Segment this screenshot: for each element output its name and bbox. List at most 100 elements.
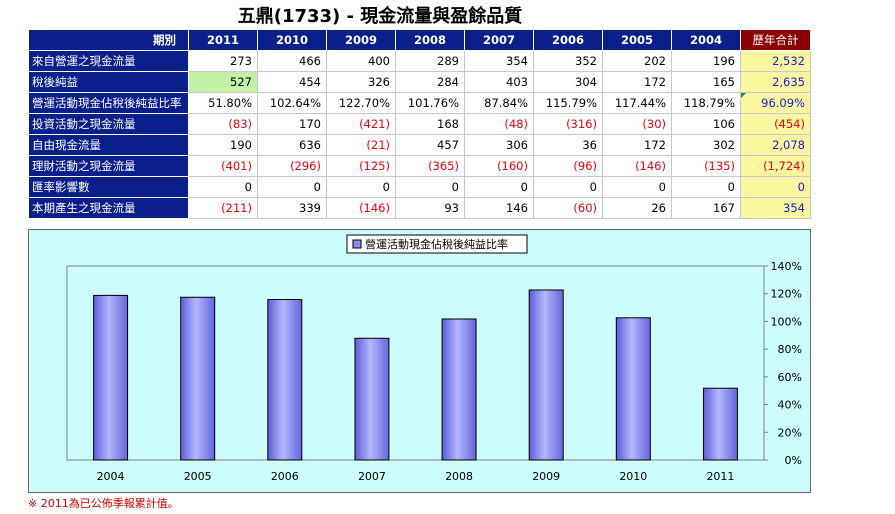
y-tick-label: 20% <box>778 426 802 439</box>
x-tick-label: 2007 <box>358 470 386 483</box>
table-cell: (125) <box>326 155 396 177</box>
table-row: 自由現金流量 190 636 (21) 457 306 36 172 302 2,078 <box>28 134 811 156</box>
table-cell: 106 <box>671 113 741 135</box>
x-tick-label: 2011 <box>706 470 734 483</box>
row-label: 匯率影響數 <box>28 176 189 198</box>
table-cell: 339 <box>257 197 327 219</box>
table-cell: 170 <box>257 113 327 135</box>
table-cell: 165 <box>671 71 741 93</box>
table-cell: (30) <box>602 113 672 135</box>
table-cell: 454 <box>257 71 327 93</box>
table-cell: 457 <box>395 134 465 156</box>
row-label: 理財活動之現金流量 <box>28 155 189 177</box>
row-label: 稅後純益 <box>28 71 189 93</box>
table-cell: 352 <box>533 50 603 72</box>
table-cell: 0 <box>326 176 396 198</box>
y-tick-label: 0% <box>785 454 802 467</box>
row-label: 自由現金流量 <box>28 134 189 156</box>
chart-panel: 0% 20% 40% 60% 80% 100% 120% 140% 2004 2005 2006 20… <box>28 229 811 493</box>
table-cell: 26 <box>602 197 672 219</box>
table-cell: 273 <box>188 50 258 72</box>
table-row: 本期產生之現金流量 (211) 339 (146) 93 146 (60) 26 167 354 <box>28 197 811 219</box>
bar <box>180 296 216 461</box>
table-cell: (296) <box>257 155 327 177</box>
cashflow-table: 期別 2011 2010 2009 2008 2007 2006 2005 20… <box>28 29 811 219</box>
table-cell: (316) <box>533 113 603 135</box>
table-row: 營運活動現金佔稅後純益比率 51.80% 102.64% 122.70% 101.76%… <box>28 92 811 114</box>
table-cell: 102.64% <box>257 92 327 114</box>
x-tick-label: 2009 <box>532 470 560 483</box>
legend-label: 營運活動現金佔稅後純益比率 <box>365 237 508 251</box>
table-cell: 354 <box>464 50 534 72</box>
total-cell: 354 <box>740 197 811 219</box>
table-cell: 0 <box>602 176 672 198</box>
x-tick-label: 2006 <box>271 470 299 483</box>
y-tick-label: 80% <box>778 343 802 356</box>
row-label: 投資活動之現金流量 <box>28 113 189 135</box>
y-tick-label: 40% <box>778 399 802 412</box>
table-cell: 284 <box>395 71 465 93</box>
total-cell: 2,078 <box>740 134 811 156</box>
row-label: 本期產生之現金流量 <box>28 197 189 219</box>
table-cell: 146 <box>464 197 534 219</box>
table-row: 投資活動之現金流量 (83) 170 (421) 168 (48) (316) (30) 106… <box>28 113 811 135</box>
table-cell: 403 <box>464 71 534 93</box>
y-tick-label: 60% <box>778 371 802 384</box>
year-header: 2008 <box>395 29 465 51</box>
table-cell: 93 <box>395 197 465 219</box>
table-cell: (83) <box>188 113 258 135</box>
table-cell: (146) <box>602 155 672 177</box>
table-cell: 466 <box>257 50 327 72</box>
table-cell: 167 <box>671 197 741 219</box>
table-cell: 400 <box>326 50 396 72</box>
table-cell: 115.79% <box>533 92 603 114</box>
table-cell: 36 <box>533 134 603 156</box>
year-header: 2011 <box>188 29 258 51</box>
year-header: 2009 <box>326 29 396 51</box>
year-header: 2007 <box>464 29 534 51</box>
table-cell: 0 <box>671 176 741 198</box>
table-cell: 0 <box>188 176 258 198</box>
table-cell: 636 <box>257 134 327 156</box>
table-cell: (401) <box>188 155 258 177</box>
table-cell: (60) <box>533 197 603 219</box>
table-row: 稅後純益 527 454 326 284 403 304 172 165 2,635 <box>28 71 811 93</box>
row-label: 營運活動現金佔稅後純益比率 <box>28 92 189 114</box>
table-cell: 172 <box>602 134 672 156</box>
period-header: 期別 <box>28 29 189 51</box>
table-header-row: 期別 2011 2010 2009 2008 2007 2006 2005 20… <box>28 29 811 51</box>
table-cell: 202 <box>602 50 672 72</box>
table-cell: 0 <box>395 176 465 198</box>
bar <box>354 337 390 461</box>
table-cell: 306 <box>464 134 534 156</box>
table-cell: (21) <box>326 134 396 156</box>
y-tick-label: 100% <box>771 315 802 328</box>
footnote: ※ 2011為已公佈季報累計值。 <box>28 497 179 510</box>
total-cell: 2,532 <box>740 50 811 72</box>
table-cell: 527 <box>188 71 258 93</box>
table-cell: (96) <box>533 155 603 177</box>
table-cell: 122.70% <box>326 92 396 114</box>
bar <box>615 317 651 461</box>
year-header: 2005 <box>602 29 672 51</box>
y-tick-label: 120% <box>771 288 802 301</box>
table-cell: 172 <box>602 71 672 93</box>
total-cell: (454) <box>740 113 811 135</box>
table-cell: 0 <box>257 176 327 198</box>
table-row: 匯率影響數 0 0 0 0 0 0 0 0 0 <box>28 176 811 198</box>
table-cell: (211) <box>188 197 258 219</box>
x-tick-label: 2010 <box>619 470 647 483</box>
table-cell: 196 <box>671 50 741 72</box>
table-cell: (135) <box>671 155 741 177</box>
page-title: 五鼎(1733) - 現金流量與盈餘品質 <box>237 6 523 27</box>
x-tick-label: 2004 <box>97 470 125 483</box>
table-cell: 168 <box>395 113 465 135</box>
table-cell: 304 <box>533 71 603 93</box>
table-cell: 289 <box>395 50 465 72</box>
table-cell: 190 <box>188 134 258 156</box>
table-cell: 118.79% <box>671 92 741 114</box>
year-header: 2006 <box>533 29 603 51</box>
table-cell: 117.44% <box>602 92 672 114</box>
x-tick-label: 2005 <box>184 470 212 483</box>
bar-chart: 0% 20% 40% 60% 80% 100% 120% 140% 2004 2005 2006 20… <box>66 234 802 483</box>
